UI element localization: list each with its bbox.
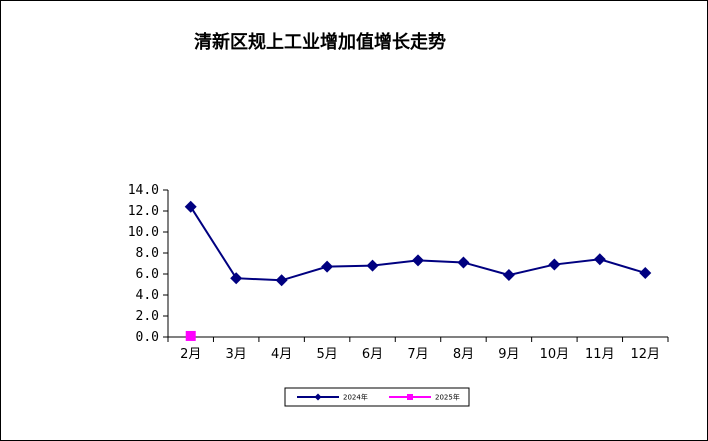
y-tick-label: 4.0 [136, 288, 159, 303]
x-tick-label: 10月 [540, 347, 570, 362]
data-point [275, 274, 288, 287]
x-tick-label: 5月 [316, 347, 337, 362]
x-tick-label: 6月 [362, 347, 383, 362]
series-1 [185, 330, 196, 341]
data-point [502, 269, 515, 282]
chart-title: 清新区规上工业增加值增长走势 [194, 31, 446, 53]
x-tick-label: 2月 [180, 347, 201, 362]
data-point [185, 330, 196, 341]
data-point [548, 258, 561, 271]
data-point [457, 256, 470, 269]
data-point [230, 272, 243, 285]
series-0 [184, 200, 652, 287]
legend-label: 2024年 [343, 393, 368, 402]
x-tick-label: 7月 [407, 347, 428, 362]
y-tick-label: 0.0 [136, 330, 159, 345]
x-tick-label: 9月 [498, 347, 519, 362]
legend: 2024年 2025年 [284, 387, 470, 407]
x-tick-label: 3月 [226, 347, 247, 362]
data-point [639, 266, 652, 279]
data-point [412, 254, 424, 267]
legend-box [284, 387, 470, 407]
y-tick-label: 6.0 [136, 267, 159, 282]
axes: 0.0 2.0 4.0 6.0 8.0 10.0 12.0 14.0 2月 3月 4月 5月 6月 7月 8… [128, 183, 669, 362]
x-tick-label: 11月 [585, 347, 615, 362]
y-tick-label: 12.0 [128, 204, 159, 219]
x-tick-label: 4月 [271, 347, 292, 362]
y-tick-label: 8.0 [136, 246, 159, 261]
legend-label: 2025年 [435, 393, 460, 402]
series-layer [184, 200, 652, 341]
x-tick-label: 8月 [453, 347, 474, 362]
data-point [366, 259, 379, 272]
y-tick-label: 14.0 [128, 183, 159, 198]
y-tick-label: 2.0 [136, 309, 159, 324]
data-point [184, 200, 197, 213]
y-tick-label: 10.0 [128, 225, 159, 240]
legend-marker [407, 394, 413, 400]
legend-marker [314, 393, 322, 401]
x-tick-label: 12月 [630, 347, 660, 362]
series-line [189, 206, 646, 282]
data-point [321, 260, 334, 273]
data-point [593, 253, 606, 266]
